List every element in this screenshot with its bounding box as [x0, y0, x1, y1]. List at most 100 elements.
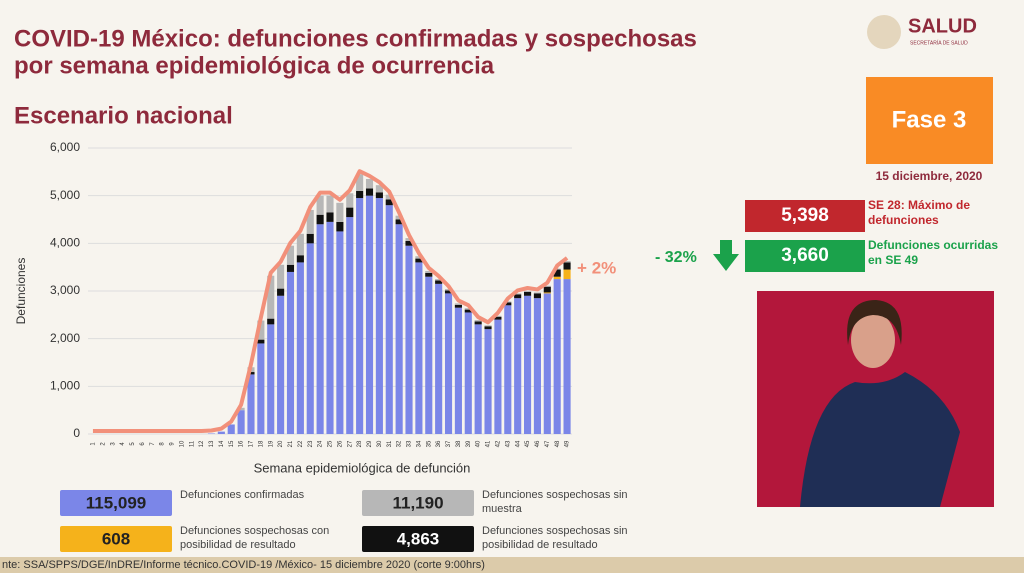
- bar-segment: [494, 316, 502, 320]
- subtitle: Escenario nacional: [14, 102, 233, 129]
- bar-segment: [326, 221, 334, 434]
- legend-name: Defunciones sospechosas sin muestra: [482, 489, 628, 515]
- bar-segment: [504, 305, 512, 434]
- y-axis-label: Defunciones: [14, 258, 28, 325]
- bar-segment: [504, 302, 512, 306]
- bar-segment: [277, 288, 285, 296]
- x-tick-label: 15: [229, 440, 235, 447]
- bar-segment: [296, 262, 304, 434]
- legend-name: Defunciones sospechosas con posibilidad …: [180, 525, 330, 551]
- bar-segment: [375, 185, 383, 193]
- bar-segment: [444, 290, 453, 294]
- bar-segment: [277, 295, 285, 434]
- x-tick-label: 44: [515, 440, 521, 447]
- x-tick-label: 9: [170, 442, 176, 446]
- bar-segment: [543, 292, 551, 294]
- phase: Fase 3: [892, 106, 967, 133]
- bar-segment: [533, 298, 541, 434]
- legend-total: 608: [102, 529, 130, 548]
- max-box: [745, 200, 865, 232]
- max-text-box: SE 28: Máximo de defunciones: [868, 198, 971, 227]
- bar-segment: [346, 193, 354, 208]
- bar-segment: [415, 262, 423, 434]
- x-tick-label: 8: [160, 442, 166, 446]
- bar-segment: [356, 198, 364, 434]
- x-tick-label: 7: [150, 442, 156, 446]
- y-tick-label: 4,000: [50, 236, 80, 250]
- bar-segment: [306, 243, 314, 434]
- x-tick-label: 19: [268, 440, 274, 447]
- bar-segment: [257, 320, 265, 340]
- bar-segment: [543, 285, 551, 287]
- x-tick-label: 41: [486, 440, 492, 447]
- bar-segment: [523, 295, 532, 434]
- legend-box: [60, 526, 172, 552]
- bar-segment: [267, 324, 275, 434]
- footer: nte: SSA/SPPS/DGE/InDRE/Informe técnico.…: [2, 559, 485, 571]
- date: 15 diciembre, 2020: [876, 169, 983, 183]
- bar-segment: [484, 326, 492, 330]
- x-tick-label: 14: [219, 440, 225, 447]
- x-tick-label: 49: [565, 440, 571, 447]
- y-tick-label: 1,000: [50, 379, 80, 393]
- x-tick-label: 40: [476, 440, 482, 447]
- bar-segment: [316, 224, 324, 434]
- x-tick-label: 46: [535, 440, 541, 447]
- bar-segment: [346, 207, 354, 218]
- bar-segment: [444, 289, 453, 291]
- bar-segment: [217, 431, 225, 434]
- x-axis-label: Semana epidemiológica de defunción: [254, 460, 471, 475]
- x-tick-label: 27: [347, 440, 353, 447]
- bar-segment: [247, 372, 255, 375]
- legend-name-box: Defunciones sospechosas sin posibilidad …: [482, 525, 628, 551]
- bar-segment: [365, 178, 374, 189]
- bar-segment: [444, 293, 453, 434]
- phase-box: [866, 77, 993, 164]
- last-value: 3,660: [781, 245, 829, 266]
- bar-segment: [563, 262, 571, 270]
- x-tick-label: 31: [387, 440, 393, 447]
- bar-segment: [257, 339, 265, 344]
- x-tick-label: 20: [278, 440, 284, 447]
- legend-total: 115,099: [86, 493, 147, 512]
- max-text: SE 28: Máximo de defunciones: [868, 198, 971, 227]
- annotation: + 2%: [577, 258, 616, 277]
- bar-segment: [563, 269, 571, 280]
- bar-segment: [316, 195, 324, 215]
- bar-segment: [563, 279, 571, 434]
- bar-segment: [474, 320, 482, 322]
- bar-segment: [553, 269, 561, 277]
- bar-segment: [286, 264, 295, 272]
- bar-segment: [237, 407, 245, 411]
- x-tick-label: 1: [91, 442, 97, 446]
- bar-segment: [543, 293, 551, 434]
- bar-segment: [533, 292, 541, 294]
- bar-segment: [346, 217, 354, 434]
- bar-segment: [326, 195, 334, 213]
- x-tick-label: 12: [199, 440, 205, 447]
- x-tick-label: 35: [426, 440, 432, 447]
- y-tick-label: 6,000: [50, 140, 80, 154]
- x-tick-label: 11: [189, 440, 195, 447]
- bar-segment: [464, 312, 472, 434]
- x-tick-label: 32: [397, 440, 403, 447]
- bar-segment: [464, 308, 472, 310]
- bar-segment: [425, 272, 433, 277]
- bar-segment: [395, 219, 403, 225]
- x-tick-label: 33: [407, 440, 413, 447]
- bar-segment: [454, 304, 462, 308]
- bar-segment: [484, 329, 492, 434]
- bar-segment: [375, 198, 383, 434]
- bar-segment: [257, 343, 265, 434]
- x-tick-label: 18: [258, 440, 264, 447]
- x-tick-label: 38: [456, 440, 462, 447]
- x-tick-label: 36: [436, 440, 442, 447]
- bar-segment: [326, 212, 334, 222]
- x-tick-label: 23: [308, 440, 314, 447]
- bar-segment: [385, 205, 393, 434]
- bar-segment: [425, 276, 433, 434]
- y-tick-label: 0: [73, 426, 80, 440]
- x-tick-label: 13: [209, 440, 215, 447]
- interpreter-hair: [847, 300, 902, 345]
